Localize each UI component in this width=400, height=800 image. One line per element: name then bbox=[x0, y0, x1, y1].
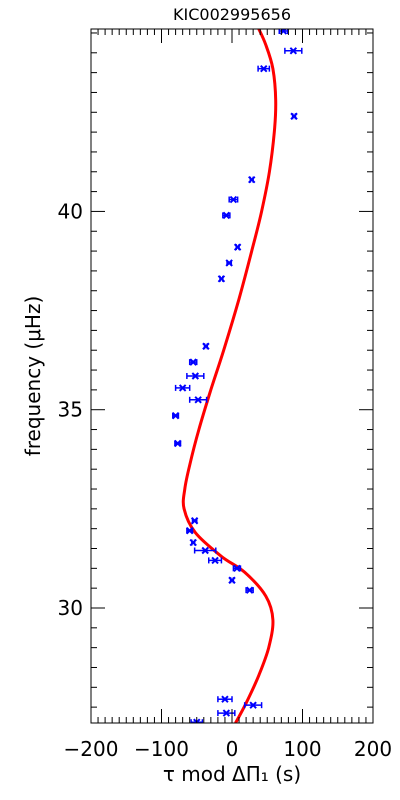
point-marker bbox=[211, 556, 219, 565]
x-tick-label: 100 bbox=[283, 737, 321, 761]
point-marker bbox=[201, 546, 209, 555]
data-point bbox=[248, 175, 256, 184]
data-point bbox=[174, 384, 191, 392]
point-marker bbox=[260, 64, 268, 73]
data-point bbox=[185, 526, 194, 535]
point-marker bbox=[217, 275, 226, 283]
data-point bbox=[207, 556, 223, 565]
data-point bbox=[217, 695, 233, 703]
point-marker bbox=[245, 586, 254, 594]
point-marker bbox=[225, 259, 233, 267]
point-marker bbox=[233, 243, 242, 251]
point-marker bbox=[171, 411, 180, 420]
data-point bbox=[188, 358, 198, 366]
point-marker bbox=[233, 564, 241, 573]
data-point bbox=[186, 372, 205, 380]
plot-frame bbox=[90, 28, 374, 724]
point-marker bbox=[289, 47, 298, 55]
data-point bbox=[243, 701, 263, 709]
point-marker bbox=[191, 372, 200, 380]
ticks-layer: −200 −100 0 100 200 30 35 40 bbox=[58, 29, 392, 761]
point-marker bbox=[190, 517, 199, 525]
data-point bbox=[284, 47, 303, 55]
data-point bbox=[222, 211, 231, 220]
points-layer bbox=[171, 29, 303, 723]
data-point bbox=[202, 342, 210, 350]
point-marker bbox=[222, 211, 231, 220]
point-marker bbox=[229, 195, 238, 204]
y-tick-label: 35 bbox=[58, 398, 83, 422]
point-marker bbox=[189, 358, 197, 366]
point-marker bbox=[248, 175, 256, 184]
curve-layer bbox=[181, 29, 278, 723]
point-marker bbox=[178, 384, 187, 392]
data-point bbox=[225, 259, 233, 267]
point-marker bbox=[185, 526, 194, 535]
data-point bbox=[228, 576, 236, 584]
model-curve-line bbox=[181, 29, 278, 723]
data-point bbox=[174, 439, 182, 448]
data-point bbox=[217, 275, 226, 283]
data-point bbox=[217, 709, 236, 717]
data-point bbox=[290, 112, 298, 120]
point-marker bbox=[222, 709, 231, 717]
point-marker bbox=[202, 342, 210, 350]
x-tick-label: −200 bbox=[64, 737, 119, 761]
data-point bbox=[171, 411, 180, 420]
point-marker bbox=[290, 112, 298, 120]
point-marker bbox=[189, 538, 197, 547]
point-marker bbox=[228, 576, 236, 584]
point-marker bbox=[249, 701, 257, 709]
y-axis-label: frequency (μHz) bbox=[21, 296, 45, 457]
data-point bbox=[189, 538, 197, 547]
data-point bbox=[193, 546, 217, 555]
data-point bbox=[228, 195, 239, 204]
data-point bbox=[233, 243, 242, 251]
y-tick-label: 30 bbox=[58, 596, 83, 620]
point-marker bbox=[194, 396, 202, 404]
x-tick-label: −100 bbox=[134, 737, 189, 761]
x-axis-label: τ mod ΔΠ₁ (s) bbox=[163, 762, 301, 786]
x-tick-label: 200 bbox=[354, 737, 392, 761]
data-point bbox=[257, 64, 271, 73]
point-marker bbox=[221, 695, 229, 703]
y-tick-label: 40 bbox=[58, 199, 83, 223]
data-point bbox=[190, 517, 199, 525]
data-point bbox=[245, 586, 254, 594]
chart-title: KIC002995656 bbox=[173, 5, 291, 24]
data-point bbox=[232, 564, 242, 573]
x-tick-label: 0 bbox=[226, 737, 239, 761]
point-marker bbox=[174, 439, 182, 448]
data-point bbox=[188, 396, 208, 404]
